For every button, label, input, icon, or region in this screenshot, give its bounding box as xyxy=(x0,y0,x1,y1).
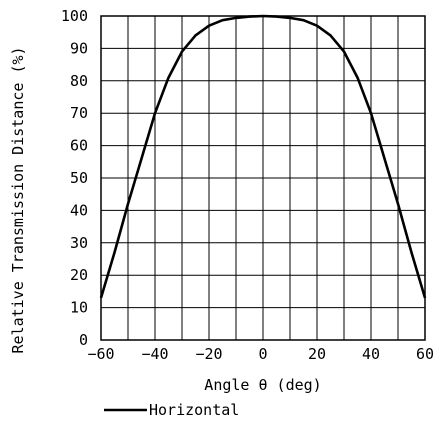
y-tick-label: 80 xyxy=(70,72,88,90)
x-tick-labels: −60 −40 −20 0 20 40 60 xyxy=(87,345,434,363)
grid xyxy=(101,16,425,340)
x-axis-label: Angle θ (deg) xyxy=(204,376,321,394)
y-axis-label: Relative Transmission Distance (%) xyxy=(9,46,27,353)
y-tick-label: 20 xyxy=(70,266,88,284)
x-tick-label: 0 xyxy=(258,345,267,363)
y-tick-label: 40 xyxy=(70,201,88,219)
series-line-horizontal xyxy=(99,14,427,299)
y-tick-label: 70 xyxy=(70,104,88,122)
y-tick-label: 50 xyxy=(70,169,88,187)
x-tick-label: 20 xyxy=(308,345,326,363)
x-tick-label: −20 xyxy=(195,345,222,363)
y-tick-label: 0 xyxy=(79,331,88,349)
y-tick-label: 90 xyxy=(70,39,88,57)
y-tick-label: 60 xyxy=(70,137,88,155)
legend-label: Horizontal xyxy=(149,401,239,419)
x-tick-label: −60 xyxy=(87,345,114,363)
legend: Horizontal xyxy=(104,401,239,419)
y-tick-label: 100 xyxy=(61,7,88,25)
y-tick-label: 10 xyxy=(70,299,88,317)
y-tick-labels: 0 10 20 30 40 50 60 70 80 90 100 xyxy=(61,7,88,349)
x-tick-label: −40 xyxy=(141,345,168,363)
x-tick-label: 40 xyxy=(362,345,380,363)
series xyxy=(99,14,427,299)
x-tick-label: 60 xyxy=(416,345,434,363)
y-tick-label: 30 xyxy=(70,234,88,252)
